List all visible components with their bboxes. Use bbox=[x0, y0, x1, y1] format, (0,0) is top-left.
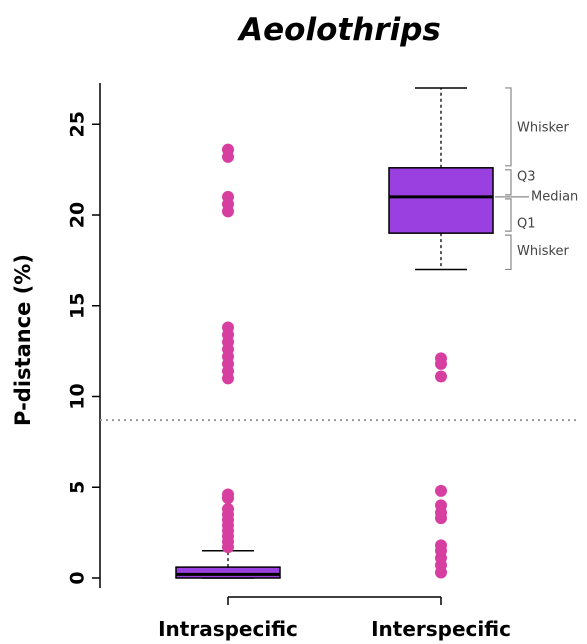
outlier-points bbox=[222, 143, 447, 579]
outlier-point bbox=[222, 321, 234, 334]
axes bbox=[99, 82, 441, 598]
outlier-point bbox=[435, 499, 447, 512]
annotation-q1: Q1 bbox=[517, 217, 536, 232]
outlier-point bbox=[435, 370, 447, 383]
annotation-whisker-bottom: Whisker bbox=[517, 244, 570, 259]
outlier-point bbox=[435, 352, 447, 365]
chart-title: Aeolothrips bbox=[236, 12, 441, 48]
y-axis-label: P-distance (%) bbox=[11, 254, 35, 426]
annotation-q3: Q3 bbox=[517, 169, 536, 184]
y-tick-label: 20 bbox=[67, 202, 89, 228]
box-intraspecific bbox=[175, 550, 281, 579]
bracket-whisker-bottom bbox=[505, 234, 512, 271]
boxes bbox=[175, 87, 494, 579]
bracket-whisker-top bbox=[505, 87, 512, 167]
bracket-q3 bbox=[505, 169, 512, 196]
y-tick-label: 10 bbox=[67, 383, 89, 409]
x-tick-label: Intraspecific bbox=[158, 617, 298, 641]
outlier-point bbox=[435, 539, 447, 552]
outlier-point bbox=[435, 484, 447, 497]
y-tick-label: 15 bbox=[67, 293, 89, 319]
y-tick-label: 0 bbox=[67, 571, 89, 584]
annotation-median: Median bbox=[531, 189, 578, 204]
annotation-whisker-top: Whisker bbox=[517, 120, 570, 135]
y-ticks: 0 5 10 15 20 25 bbox=[67, 111, 100, 585]
iqr-box bbox=[175, 566, 281, 579]
outlier-point bbox=[222, 503, 234, 516]
y-tick-label: 5 bbox=[67, 481, 89, 494]
outlier-point bbox=[222, 143, 234, 156]
box-annotations: Whisker Q3 Median Q1 Whisker bbox=[495, 87, 578, 271]
x-tick-label: Interspecific bbox=[371, 617, 511, 641]
box-interspecific bbox=[388, 87, 494, 271]
iqr-box bbox=[388, 167, 494, 234]
outlier-point bbox=[222, 488, 234, 501]
bracket-q1 bbox=[505, 198, 512, 232]
x-ticks: Intraspecific Interspecific bbox=[158, 597, 511, 641]
y-tick-label: 25 bbox=[67, 111, 89, 137]
outlier-point bbox=[222, 190, 234, 203]
